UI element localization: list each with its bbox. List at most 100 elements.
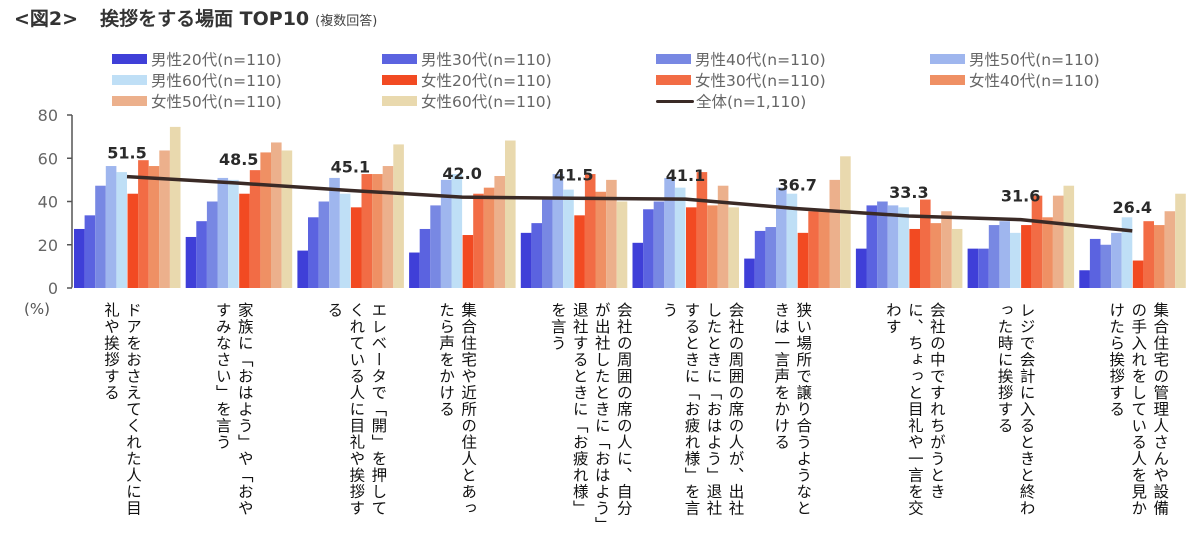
bar bbox=[1052, 195, 1064, 288]
bar bbox=[473, 193, 484, 288]
legend-item: 男性30代(n=110) bbox=[382, 49, 552, 69]
bar bbox=[1010, 232, 1021, 288]
legend-label: 女性50代(n=110) bbox=[151, 93, 282, 111]
bar bbox=[898, 207, 909, 288]
x-category-label: 狭い場所で譲り合うようなときは一言声をかける bbox=[772, 302, 813, 517]
bar bbox=[542, 199, 553, 288]
bar bbox=[409, 252, 420, 288]
y-tick-label: 20 bbox=[38, 236, 58, 255]
bar bbox=[494, 175, 505, 288]
bar bbox=[84, 215, 96, 288]
bar bbox=[127, 193, 139, 288]
bar bbox=[105, 166, 117, 288]
legend-item: 男性50代(n=110) bbox=[930, 49, 1100, 69]
legend-item: 男性60代(n=110) bbox=[112, 70, 282, 90]
data-label: 45.1 bbox=[331, 157, 370, 176]
bar bbox=[318, 201, 330, 288]
legend-color-swatch bbox=[656, 75, 691, 85]
bar bbox=[1079, 270, 1090, 288]
bar bbox=[808, 211, 819, 288]
title-main: 挨拶をする場面 TOP10 bbox=[100, 8, 310, 30]
bar bbox=[717, 185, 729, 288]
legend-label: 男性30代(n=110) bbox=[421, 51, 552, 69]
bar bbox=[297, 250, 308, 288]
bar bbox=[606, 179, 617, 288]
data-label: 48.5 bbox=[219, 150, 258, 169]
bar bbox=[786, 193, 798, 288]
bar bbox=[818, 211, 830, 288]
x-category-label: レジで会計に入るときと終わった時に挨拶する bbox=[995, 302, 1036, 517]
bar bbox=[1089, 238, 1101, 288]
bar bbox=[281, 150, 293, 288]
bar bbox=[866, 205, 878, 288]
bar bbox=[877, 201, 888, 288]
bar bbox=[707, 205, 718, 288]
bar bbox=[744, 258, 755, 288]
y-tick-label: 0 bbox=[48, 279, 58, 298]
x-category-label: 家族に「おはよう」や「おやすみなさい」を言う bbox=[213, 302, 254, 517]
bar bbox=[350, 207, 362, 288]
bar bbox=[382, 166, 394, 288]
y-tick-label: 60 bbox=[38, 149, 58, 168]
x-category-label: ドアをおさえてくれた人に目礼や挨拶する bbox=[102, 302, 142, 517]
bar bbox=[159, 150, 170, 288]
bar bbox=[249, 170, 261, 288]
bar bbox=[271, 142, 282, 288]
legend-label: 男性50代(n=110) bbox=[969, 51, 1100, 69]
bar bbox=[967, 248, 979, 288]
bar bbox=[206, 201, 218, 288]
bar bbox=[797, 232, 809, 288]
bar bbox=[840, 156, 851, 288]
bar bbox=[951, 228, 963, 288]
y-axis-unit: (%) bbox=[24, 300, 50, 318]
bar bbox=[393, 144, 404, 288]
data-label: 41.1 bbox=[666, 166, 705, 185]
bar bbox=[372, 174, 383, 288]
bar bbox=[686, 207, 697, 288]
bar bbox=[228, 179, 239, 288]
legend-item: 女性20代(n=110) bbox=[382, 70, 552, 90]
bar bbox=[169, 126, 181, 288]
bar bbox=[988, 225, 1000, 288]
bar bbox=[520, 232, 532, 288]
bar bbox=[74, 228, 85, 288]
legend-label: 女性30代(n=110) bbox=[695, 72, 826, 90]
legend-label: 全体(n=1,110) bbox=[696, 93, 807, 111]
overall-line bbox=[126, 174, 1133, 233]
bar bbox=[1021, 225, 1032, 288]
bar bbox=[552, 174, 564, 288]
bar bbox=[1031, 195, 1043, 288]
legend-color-swatch bbox=[382, 54, 417, 64]
bar bbox=[1063, 185, 1075, 288]
bar bbox=[1121, 217, 1133, 288]
bar bbox=[339, 193, 351, 288]
legend-item: 男性20代(n=110) bbox=[112, 49, 282, 69]
legend-color-swatch bbox=[112, 54, 147, 64]
bar bbox=[909, 228, 920, 288]
data-label: 31.6 bbox=[1001, 187, 1040, 206]
chart-title: <図2> 挨拶をする場面 TOP10 (複数回答) bbox=[14, 4, 377, 31]
bar bbox=[674, 187, 686, 288]
bar bbox=[196, 221, 207, 288]
bar bbox=[451, 174, 463, 288]
bar bbox=[887, 205, 899, 288]
legend-color-swatch bbox=[930, 54, 965, 64]
legend-label: 男性40代(n=110) bbox=[695, 51, 826, 69]
legend-item: 女性50代(n=110) bbox=[112, 91, 282, 111]
bar bbox=[632, 242, 644, 288]
bar bbox=[239, 193, 250, 288]
data-label: 36.7 bbox=[777, 176, 816, 195]
bar bbox=[616, 201, 628, 288]
legend-color-swatch bbox=[382, 96, 417, 106]
y-tick-label: 40 bbox=[38, 193, 58, 212]
bar bbox=[116, 172, 127, 288]
x-category-label: 集合住宅や近所の住人とあったら声をかける bbox=[437, 302, 478, 517]
bar bbox=[260, 152, 271, 288]
bar bbox=[829, 179, 841, 288]
legend-color-swatch bbox=[930, 75, 965, 85]
bar bbox=[765, 227, 776, 288]
bar bbox=[308, 217, 319, 288]
bar bbox=[999, 221, 1010, 288]
bar bbox=[855, 248, 867, 288]
